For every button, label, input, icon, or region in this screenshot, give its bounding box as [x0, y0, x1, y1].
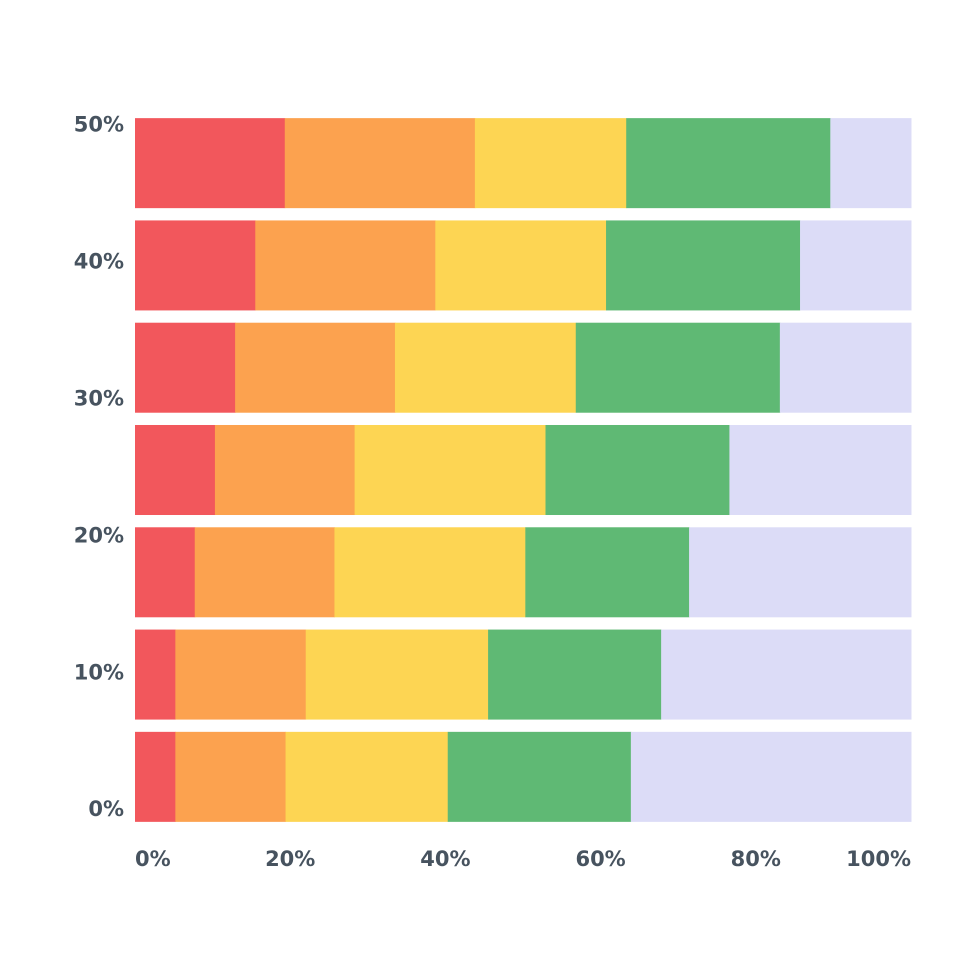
x-tick-label: 40%	[420, 847, 470, 871]
bar-segment	[575, 322, 781, 413]
bar-segment	[689, 527, 912, 618]
bar-segment	[779, 322, 912, 413]
bar-segment	[235, 322, 396, 413]
bar-segment	[135, 629, 176, 720]
bar-segment	[800, 220, 912, 311]
x-tick-label: 80%	[731, 847, 781, 871]
bar-segment	[255, 220, 436, 311]
bar-segment	[214, 424, 356, 516]
bar-segment	[175, 629, 307, 720]
bar-segment	[435, 220, 607, 311]
bar-segment	[488, 629, 662, 720]
x-tick-label: 100%	[846, 847, 911, 871]
bar-segment	[175, 731, 287, 822]
y-tick-label: 20%	[74, 523, 124, 547]
bar-segment	[135, 731, 176, 822]
bar-segment	[830, 118, 912, 209]
bar-segment	[606, 220, 801, 311]
y-tick-label: 0%	[88, 797, 124, 821]
x-tick-label: 60%	[575, 847, 625, 871]
x-tick-label: 0%	[135, 847, 171, 871]
bar-segment	[394, 322, 577, 413]
bar-segment	[135, 527, 196, 618]
bar-segment	[630, 731, 912, 822]
y-tick-label: 30%	[74, 386, 124, 410]
bar-segment	[285, 731, 449, 822]
x-tick-label: 20%	[265, 847, 315, 871]
bar-segment	[525, 527, 690, 618]
bar-segment	[661, 629, 912, 720]
bar-segment	[626, 118, 831, 209]
bar-segment	[194, 527, 335, 618]
bar-segment	[334, 527, 526, 618]
bar-segment	[284, 118, 476, 209]
y-tick-label: 10%	[74, 660, 124, 684]
bar-segment	[135, 220, 256, 311]
bar-segment	[354, 424, 547, 516]
bar-segment	[474, 118, 627, 209]
bar-segment	[305, 629, 489, 720]
y-tick-label: 40%	[74, 250, 124, 274]
bar-segment	[729, 424, 912, 516]
bar-segment	[447, 731, 632, 822]
bar-segment	[135, 118, 286, 209]
y-tick-label: 50%	[74, 113, 124, 137]
bar-segment	[135, 424, 216, 516]
bar-segment	[545, 424, 730, 516]
bar-segment	[135, 322, 236, 413]
